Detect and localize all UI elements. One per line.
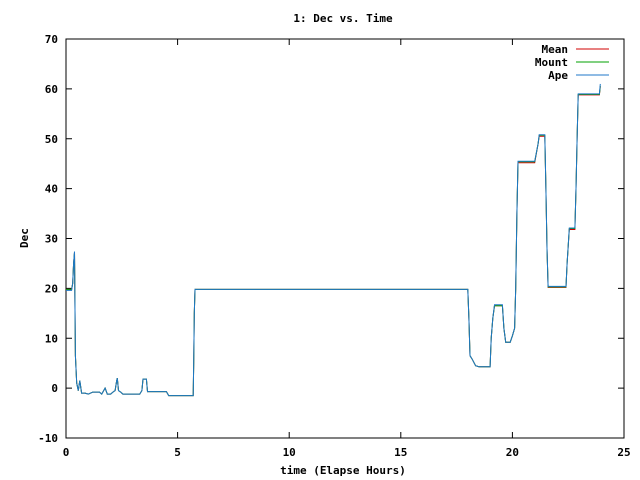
y-tick-label: 20 (45, 282, 58, 295)
y-axis-label: Dec (18, 228, 31, 248)
legend-label-mean: Mean (542, 43, 569, 56)
tick-labels: 0 5 10 15 20 25 -10 0 10 20 30 40 50 60 70 (38, 33, 631, 459)
y-tick-label: -10 (38, 432, 58, 445)
legend-label-ape: Ape (548, 69, 568, 82)
legend-label-mount: Mount (535, 56, 568, 69)
chart-title: 1: Dec vs. Time (293, 12, 393, 25)
series-lines (66, 83, 601, 397)
series-line-ape (66, 83, 601, 397)
y-tick-label: 40 (45, 183, 58, 196)
x-tick-label: 20 (506, 446, 519, 459)
y-tick-label: 50 (45, 133, 58, 146)
x-tick-label: 10 (283, 446, 296, 459)
y-tick-label: 0 (51, 382, 58, 395)
x-tick-label: 5 (174, 446, 181, 459)
x-tick-label: 25 (617, 446, 630, 459)
y-tick-label: 10 (45, 332, 58, 345)
x-axis-label: time (Elapse Hours) (280, 464, 406, 477)
y-tick-label: 30 (45, 233, 58, 246)
x-tick-label: 15 (394, 446, 407, 459)
y-tick-label: 60 (45, 83, 58, 96)
x-tick-label: 0 (63, 446, 70, 459)
axis-ticks (65, 38, 625, 439)
y-tick-label: 70 (45, 33, 58, 46)
